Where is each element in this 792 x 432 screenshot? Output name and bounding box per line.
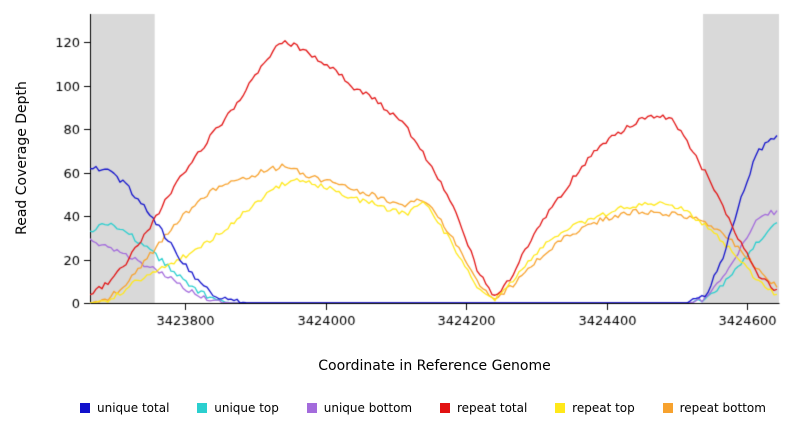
legend-item-unique-total: unique total [80, 401, 169, 415]
legend-swatch-icon [197, 403, 208, 413]
legend-label: unique total [97, 401, 170, 415]
x-axis-title: Coordinate in Reference Genome [318, 358, 551, 374]
legend-swatch-icon [306, 403, 317, 413]
legend-label: repeat bottom [679, 401, 766, 415]
legend-item-repeat-bottom: repeat bottom [662, 401, 766, 415]
legend-swatch-icon [662, 403, 673, 413]
legend-item-unique-bottom: unique bottom [306, 401, 413, 415]
legend-label: unique top [214, 401, 279, 415]
legend: unique total unique top unique bottom repea… [80, 401, 766, 415]
legend-swatch-icon [80, 403, 90, 413]
legend-item-repeat-total: repeat total [439, 401, 528, 415]
legend-swatch-icon [439, 403, 450, 413]
y-axis-title: Read Coverage Depth [14, 81, 30, 235]
legend-swatch-icon [555, 403, 566, 413]
legend-item-repeat-top: repeat top [555, 401, 635, 415]
legend-item-unique-top: unique top [197, 401, 279, 415]
legend-label: repeat top [572, 401, 635, 415]
legend-label: unique bottom [323, 401, 413, 415]
legend-label: repeat total [456, 401, 528, 415]
